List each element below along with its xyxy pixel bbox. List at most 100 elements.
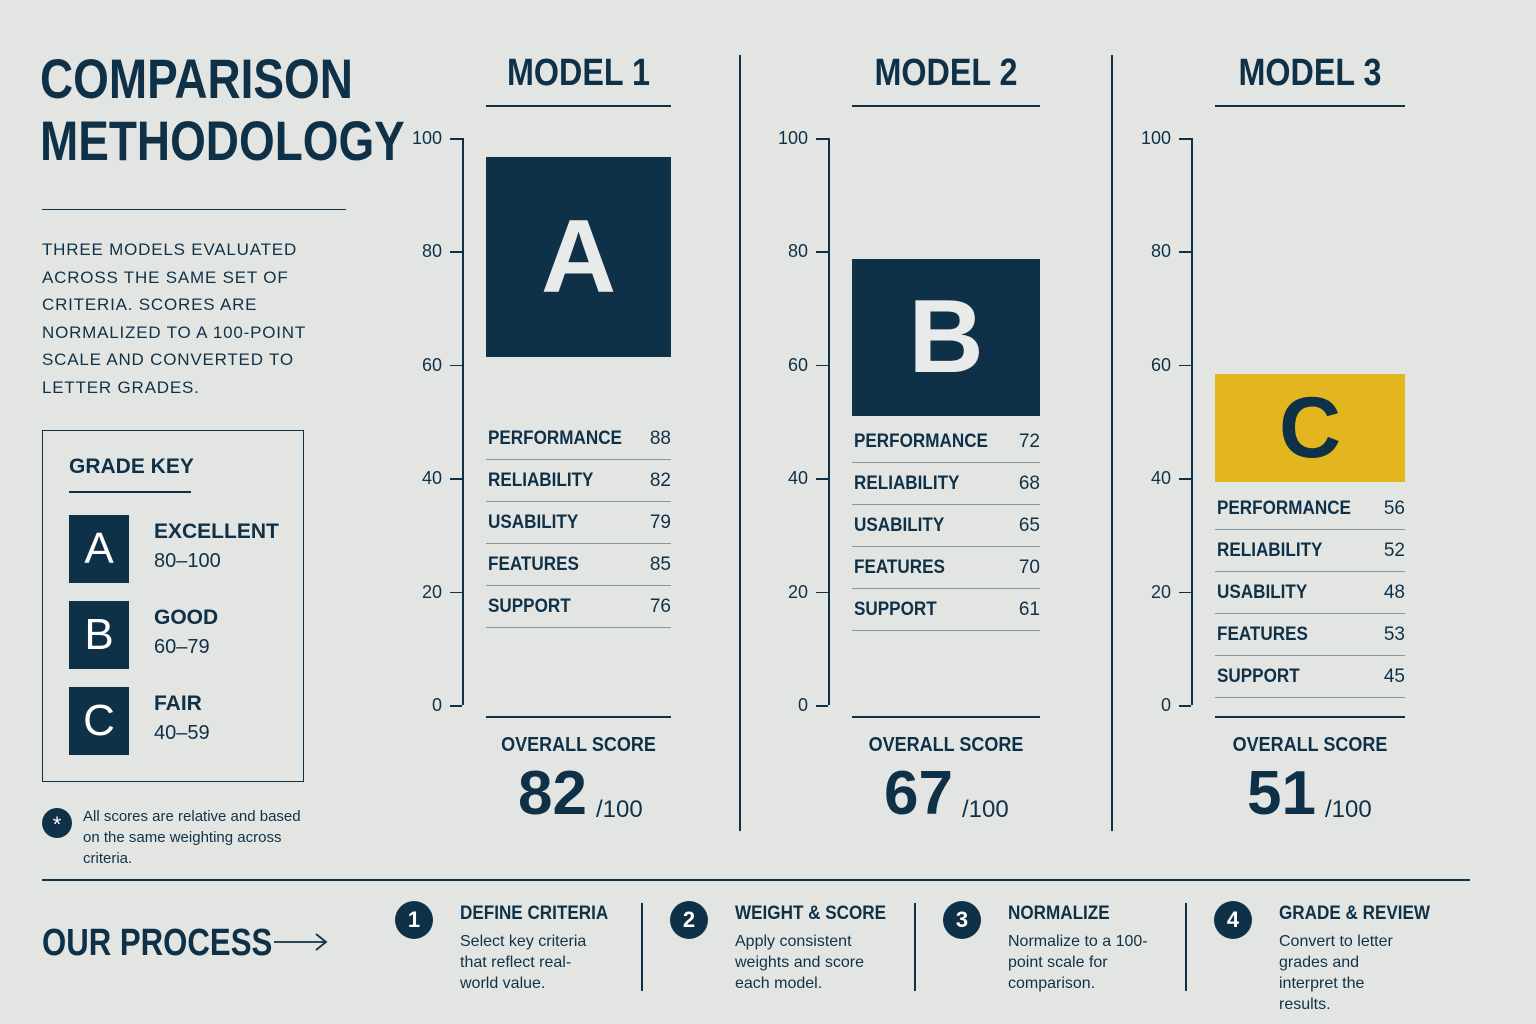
divider <box>914 903 916 991</box>
row-rule <box>1215 529 1405 530</box>
axis-tick-label: 80 <box>421 241 442 262</box>
divider <box>1215 105 1405 107</box>
axis-tick <box>450 364 462 367</box>
criterion-name: RELIABILITY <box>1217 540 1323 561</box>
step-title: DEFINE CRITERIA <box>460 903 609 924</box>
criterion-name: RELIABILITY <box>488 470 594 491</box>
axis <box>462 138 464 705</box>
axis-tick-label: 60 <box>1150 354 1171 375</box>
step-title: WEIGHT & SCORE <box>735 903 887 924</box>
step-text: Apply consistent weights and score each … <box>735 933 864 992</box>
axis-tick <box>1179 705 1191 707</box>
axis-tick <box>816 705 828 707</box>
divider <box>739 55 741 831</box>
row-rule <box>486 501 671 502</box>
grade-range: 40–59 <box>154 722 210 744</box>
criterion-name: PERFORMANCE <box>1217 498 1351 519</box>
grade-range: 60–79 <box>154 636 210 658</box>
axis-tick-label: 20 <box>421 581 442 602</box>
divider <box>1185 903 1187 991</box>
model-name: MODEL 1 <box>507 52 650 94</box>
criterion-name: SUPPORT <box>1217 666 1300 687</box>
axis-tick-label: 40 <box>1150 468 1171 489</box>
axis-tick <box>816 251 828 253</box>
axis-tick-label: 80 <box>787 241 808 262</box>
step-number: 4 <box>1214 901 1252 939</box>
axis-tick <box>1179 251 1191 253</box>
divider <box>486 716 671 718</box>
step-text: Convert to letter grades and interpret t… <box>1279 933 1393 1013</box>
step-number: 2 <box>670 901 708 939</box>
row-rule <box>852 546 1040 547</box>
criterion-score: 68 <box>1018 473 1040 494</box>
criterion-name: USABILITY <box>1217 582 1308 603</box>
grade-key: GRADE KEY A EXCELLENT 80–100 B GOOD 60–79 C FAI… <box>42 430 304 782</box>
row-rule <box>486 627 671 628</box>
criterion-score: 65 <box>1018 515 1040 536</box>
step-text: Select key criteria that reflect real-wo… <box>460 933 587 992</box>
row-rule <box>1215 655 1405 656</box>
grade-box: A <box>486 157 671 357</box>
grade-key-title: GRADE KEY <box>69 455 194 478</box>
grade-badge: A <box>69 515 129 583</box>
process-title: OUR PROCESS <box>42 922 273 964</box>
axis-tick-label: 0 <box>797 695 808 715</box>
axis-tick-label: 20 <box>787 581 808 602</box>
criterion-name: PERFORMANCE <box>854 431 988 452</box>
row-rule <box>852 504 1040 505</box>
axis-tick <box>450 251 462 253</box>
criterion-name: FEATURES <box>854 557 945 578</box>
divider <box>641 903 643 991</box>
axis-tick <box>816 478 828 480</box>
step-title: GRADE & REVIEW <box>1279 903 1431 924</box>
axis-tick-label: 60 <box>421 354 442 375</box>
criterion-score: 85 <box>649 554 671 575</box>
overall-label: OVERALL SCORE <box>868 734 1024 756</box>
criterion-name: USABILITY <box>854 515 945 536</box>
axis-tick <box>1179 478 1191 480</box>
note: All scores are relative and based on the… <box>83 808 301 867</box>
axis-tick <box>450 705 462 707</box>
grade-label: EXCELLENT <box>154 520 279 543</box>
axis-tick <box>1179 364 1191 367</box>
axis-tick <box>450 138 462 140</box>
row-rule <box>852 588 1040 589</box>
criterion-name: FEATURES <box>488 554 579 575</box>
axis-tick <box>450 591 462 594</box>
criterion-name: SUPPORT <box>854 599 937 620</box>
arrow <box>274 933 328 951</box>
grade-range: 80–100 <box>154 550 221 572</box>
criterion-score: 56 <box>1383 498 1405 519</box>
axis-tick-label: 100 <box>1140 128 1171 148</box>
step-title: NORMALIZE <box>1008 903 1110 924</box>
criterion-score: 61 <box>1018 599 1040 620</box>
divider <box>42 879 1470 881</box>
axis-tick-label: 40 <box>787 468 808 489</box>
criterion-score: 70 <box>1018 557 1040 578</box>
axis-tick-label: 60 <box>787 354 808 375</box>
step-text: Normalize to a 100-point scale for compa… <box>1008 933 1148 992</box>
overall-score: 82 <box>518 759 587 828</box>
axis <box>1191 138 1193 705</box>
axis-tick <box>1179 138 1191 140</box>
criterion-name: FEATURES <box>1217 624 1308 645</box>
axis-tick <box>450 478 462 480</box>
criterion-score: 82 <box>649 470 671 491</box>
axis-tick <box>816 364 828 367</box>
divider <box>1215 716 1405 718</box>
overall-max: /100 <box>962 796 1009 823</box>
grade-badge: B <box>69 601 129 669</box>
divider <box>486 105 671 107</box>
row-rule <box>486 543 671 544</box>
divider <box>42 209 346 210</box>
criterion-score: 72 <box>1018 431 1040 452</box>
axis-tick-label: 40 <box>421 468 442 489</box>
row-rule <box>486 585 671 586</box>
row-rule <box>852 462 1040 463</box>
criterion-name: PERFORMANCE <box>488 428 622 449</box>
grade-box: C <box>1215 374 1405 482</box>
divider <box>69 491 191 493</box>
model-name: MODEL 2 <box>874 52 1018 94</box>
axis-tick-label: 100 <box>411 128 442 148</box>
